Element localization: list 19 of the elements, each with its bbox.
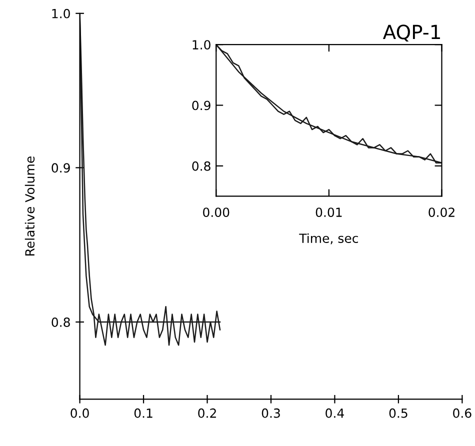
x-tick-label: 0.02	[428, 208, 454, 218]
x-tick-label: 0.5	[389, 408, 408, 418]
y-tick-label: 0.9	[52, 163, 70, 173]
x-tick-label: 0.00	[203, 208, 230, 218]
x-tick-label: 0.01	[316, 208, 342, 218]
x-axis-title: Time, sec	[299, 233, 358, 244]
chart-title: AQP-1	[382, 24, 440, 42]
x-tick-label: 0.3	[262, 408, 280, 418]
x-tick-label: 0.6	[453, 408, 472, 418]
x-tick-label: 0.1	[134, 408, 152, 418]
x-tick-label: 0.2	[198, 408, 216, 418]
y-tick-label: 1.0	[52, 8, 70, 18]
y-axis-title: Relative Volume	[24, 156, 35, 256]
y-tick-label: 0.9	[192, 100, 210, 110]
x-tick-label: 0.4	[326, 408, 344, 418]
x-tick-label: 0.0	[70, 408, 89, 418]
y-tick-label: 0.8	[52, 317, 70, 327]
y-tick-label: 0.8	[192, 161, 210, 171]
y-tick-label: 1.0	[192, 40, 210, 50]
